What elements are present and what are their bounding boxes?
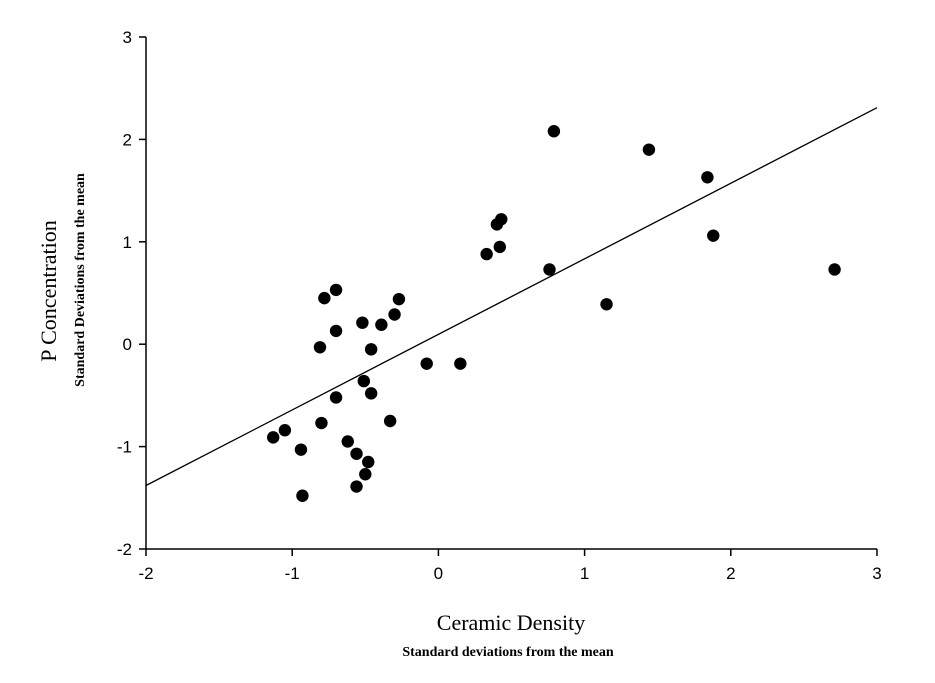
- regression-line: [145, 107, 878, 487]
- data-point: [388, 308, 401, 321]
- data-point: [642, 143, 656, 156]
- data-point: [707, 229, 720, 242]
- data-point: [495, 213, 508, 226]
- y-tick-label: 0: [123, 335, 132, 354]
- y-tick-label: 3: [123, 28, 132, 47]
- data-point: [392, 292, 406, 306]
- y-tick-label: -1: [117, 438, 132, 457]
- axes: [145, 37, 877, 550]
- y-axis-title: P Concentration: [36, 220, 61, 362]
- x-tick-label: 2: [726, 564, 735, 583]
- data-point: [357, 374, 371, 388]
- x-axis-subtitle: Standard deviations from the mean: [402, 645, 614, 660]
- data-point: [600, 298, 613, 311]
- y-axis-subtitle: Standard Deviations from the mean: [73, 173, 88, 387]
- data-point: [701, 171, 714, 184]
- x-axis-title: Ceramic Density: [437, 610, 585, 635]
- data-point: [493, 240, 507, 254]
- data-point: [356, 316, 369, 329]
- data-point: [294, 443, 308, 456]
- y-tick-label: -2: [117, 540, 132, 559]
- data-point: [350, 447, 363, 460]
- y-ticks: -2 -1 0 1 2 3: [117, 28, 146, 559]
- data-point: [313, 341, 327, 354]
- data-point: [383, 414, 397, 428]
- data-point: [480, 247, 493, 261]
- x-tick-label: -1: [285, 564, 300, 583]
- data-point: [296, 489, 309, 502]
- data-point: [329, 324, 343, 338]
- data-point: [828, 263, 841, 276]
- x-tick-label: 3: [872, 564, 881, 583]
- data-point: [329, 283, 343, 297]
- data-point: [364, 387, 378, 400]
- data-point: [266, 431, 280, 444]
- data-point: [359, 468, 372, 481]
- data-point: [547, 125, 561, 138]
- data-point: [364, 343, 378, 356]
- data-point: [318, 291, 331, 305]
- data-point: [341, 435, 354, 448]
- x-tick-label: -2: [138, 564, 153, 583]
- data-point: [543, 263, 556, 276]
- data-point: [315, 416, 328, 430]
- data-point: [350, 480, 363, 493]
- data-point: [454, 357, 467, 370]
- data-point: [278, 424, 292, 437]
- y-tick-label: 2: [123, 130, 132, 149]
- data-point: [362, 455, 375, 469]
- data-point: [329, 391, 343, 404]
- data-points: [266, 125, 841, 502]
- data-point: [420, 357, 433, 370]
- x-ticks: -2 -1 0 1 2 3: [138, 549, 882, 583]
- data-point: [375, 318, 388, 331]
- x-tick-label: 0: [434, 564, 443, 583]
- x-tick-label: 1: [580, 564, 589, 583]
- y-tick-label: 1: [123, 233, 132, 252]
